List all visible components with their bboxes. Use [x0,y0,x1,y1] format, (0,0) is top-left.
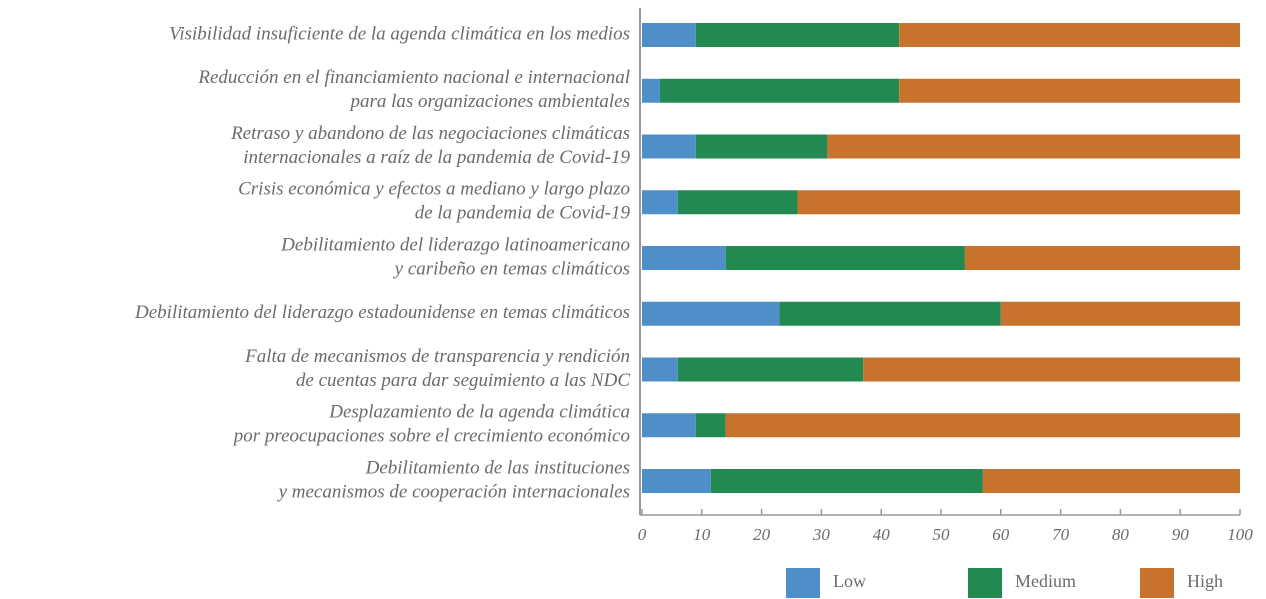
category-label: Falta de mecanismos de transparencia y r… [244,346,630,367]
x-tick-label: 50 [933,525,951,544]
category-label: Desplazamiento de la agenda climática [328,402,630,423]
bar-segment [1000,301,1240,326]
bar-segment [863,357,1240,382]
bar-segment [695,134,828,159]
bar-segment [642,301,780,326]
x-tick-label: 80 [1112,525,1130,544]
category-label: de cuentas para dar seguimiento a las ND… [296,370,630,391]
category-label: Reducción en el financiamiento nacional … [197,67,630,88]
bar-segment [659,78,900,103]
x-tick-label: 40 [873,525,891,544]
category-label: Debilitamiento del liderazgo latinoameri… [280,234,630,255]
legend-label: Low [833,571,866,591]
bar-segment [899,78,1240,103]
bar-segment [677,190,798,215]
bar-segment [695,23,900,47]
bar-segment [677,357,864,382]
bar-segment [779,301,1001,326]
category-label: para las organizaciones ambientales [348,91,630,112]
category-label: Visibilidad insuficiente de la agenda cl… [169,23,630,44]
category-label: Crisis económica y efectos a mediano y l… [238,179,630,200]
x-tick-label: 10 [693,525,711,544]
x-tick-label: 30 [812,525,831,544]
bar-segment [642,190,678,215]
category-label: internacionales a raíz de la pandemia de… [243,147,630,168]
x-tick-label: 90 [1172,525,1190,544]
category-label: y mecanismos de cooperación internaciona… [277,481,630,502]
x-tick-label: 100 [1227,525,1253,544]
bar-segment [899,23,1240,47]
legend-label: Medium [1015,571,1076,591]
bar-segment [642,23,696,47]
category-label: Debilitamiento de las instituciones [365,457,630,478]
legend-swatch [1140,568,1174,598]
x-tick-label: 0 [638,525,647,544]
bar-segment [642,469,711,493]
legend-swatch [786,568,820,598]
category-label: Retraso y abandono de las negociaciones … [230,123,630,144]
legend-swatch [968,568,1002,598]
x-tick-label: 60 [992,525,1010,544]
bar-segment [725,413,1240,438]
bar-segment [964,246,1240,270]
bar-segment [797,190,1240,215]
bar-segment [710,469,983,493]
bar-segment [642,357,678,382]
bar-segment [642,413,696,438]
bar-segment [642,78,660,103]
bar-segment [982,469,1240,493]
bar-segment [695,413,726,438]
category-label: de la pandemia de Covid-19 [415,203,631,224]
category-label: y caribeño en temas climáticos [393,258,630,279]
category-label: por preocupaciones sobre el crecimiento … [232,426,630,447]
legend-label: High [1187,571,1223,591]
bar-segment [642,134,696,159]
bar-segment [642,246,726,270]
category-label: Debilitamiento del liderazgo estadounide… [134,302,630,323]
x-tick-label: 70 [1052,525,1070,544]
x-tick-label: 20 [753,525,771,544]
bar-segment [725,246,965,270]
bar-segment [827,134,1240,159]
